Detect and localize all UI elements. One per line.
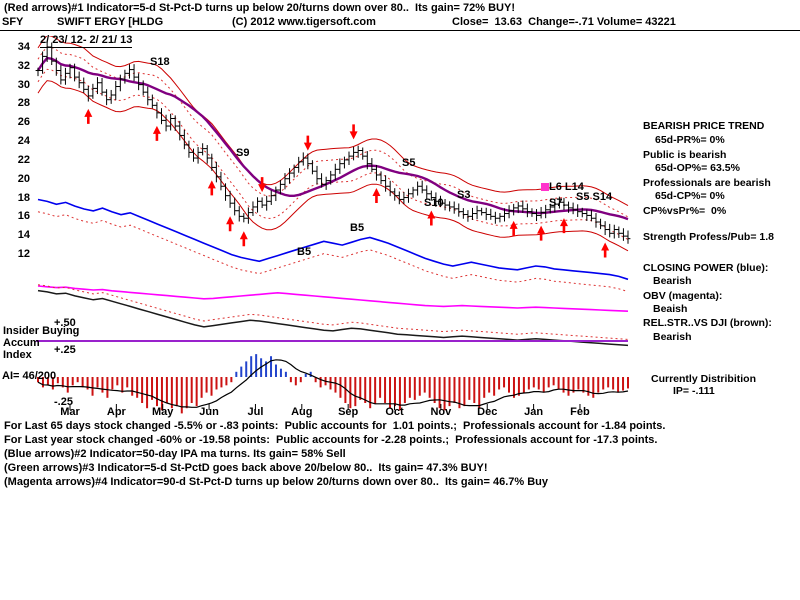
footer-line: (Blue arrows)#2 Indicator=50-day IPA ma …	[4, 448, 346, 460]
red-down-arrow-icon	[258, 177, 267, 193]
rel-str-line	[37, 289, 629, 347]
copyright: (C) 2012 www.tigersoft.com	[232, 16, 376, 28]
upper-band-line	[37, 36, 629, 207]
red-up-arrow-icon	[207, 180, 216, 196]
right-panel-line: Bearish	[653, 275, 692, 287]
obv-line	[37, 285, 629, 312]
month-label: Oct	[385, 406, 404, 418]
right-panel-line: Public is bearish	[643, 149, 727, 161]
price-axis-label: 24	[17, 135, 30, 148]
right-panel-line: REL.STR..VS DJI (brown):	[643, 317, 772, 329]
footer-line: For Last year stock changed -60% or -19.…	[4, 434, 658, 446]
red-up-arrow-icon	[152, 125, 161, 141]
price-pane	[35, 36, 631, 347]
red-up-arrow-icon	[601, 242, 610, 258]
month-label: Jul	[247, 406, 264, 418]
lower-dotted-band	[37, 68, 629, 240]
month-label: Dec	[477, 406, 498, 418]
price-axis-label: 26	[17, 116, 30, 129]
right-panel-line: BEARISH PRICE TREND	[643, 120, 765, 132]
price-axis-label: 14	[17, 229, 30, 242]
red-up-arrow-icon	[427, 210, 436, 226]
chart-annotation: B5	[297, 246, 312, 258]
month-label: Feb	[570, 406, 590, 418]
quote-line: Close= 13.63 Change=-.71 Volume= 43221	[452, 16, 676, 28]
month-label: May	[152, 406, 174, 418]
price-axis-label: 20	[17, 172, 30, 185]
chart-annotation: S7.	[549, 197, 566, 209]
price-axis-label: 30	[17, 78, 30, 91]
chart-annotation: S18	[150, 56, 170, 68]
right-panel-line: IP= -.111	[673, 385, 715, 397]
closing-power-dotted	[37, 211, 629, 293]
footer-line: (Magenta arrows)#4 Indicator=90-d St-Pct…	[4, 476, 549, 488]
ticker-symbol: SFY	[2, 16, 24, 28]
closing-power-line	[37, 198, 629, 281]
right-panel-line: 65d-OP%= 63.5%	[655, 162, 740, 174]
red-up-arrow-icon	[509, 220, 518, 236]
month-label: Mar	[60, 406, 80, 418]
ai-value-label: AI= 46/200	[2, 370, 57, 382]
month-label: Jun	[199, 406, 219, 418]
price-axis-label: 16	[17, 210, 30, 223]
right-panel-line: Bearish	[653, 331, 692, 343]
right-panel-line: CP%vsPr%= 0%	[643, 205, 727, 217]
accum-scale-minus25: -.25	[54, 396, 73, 408]
magenta-signal-marker	[541, 183, 549, 191]
month-label: Nov	[430, 406, 452, 418]
price-axis-label: 22	[17, 153, 30, 166]
right-panel-line: Beaish	[653, 303, 688, 315]
price-axis-label: 32	[17, 59, 30, 72]
chart-annotation: S9	[236, 147, 250, 159]
month-label: Aug	[291, 406, 313, 418]
price-axis-label: 12	[17, 247, 30, 260]
right-panel-line: Professionals are bearish	[643, 177, 771, 189]
month-label: Sep	[338, 406, 359, 418]
chart-annotation: B5	[350, 222, 365, 234]
upper-dotted-band	[37, 46, 629, 218]
accum-index-line	[37, 359, 629, 408]
red-down-arrow-icon	[303, 135, 312, 151]
chart-annotation: S5	[402, 157, 416, 169]
price-axis-label: 34	[17, 41, 30, 53]
price-axis-label: 18	[17, 191, 30, 204]
accum-label: Accum	[3, 337, 40, 349]
chart-annotation: S5 S14	[576, 191, 613, 203]
red-up-arrow-icon	[239, 231, 248, 247]
right-panel-line: Strength Profess/Pub= 1.8	[643, 231, 774, 243]
insider-buying-label: Insider Buying	[3, 325, 80, 337]
red-up-arrow-icon	[559, 218, 568, 234]
right-panel-line: 65d-PR%= 0%	[655, 134, 725, 146]
date-range: 2/ 23/ 12- 2/ 21/ 13	[40, 34, 133, 48]
index-label: Index	[3, 349, 32, 361]
moving-average-line	[36, 56, 629, 221]
lower-band-line	[37, 80, 629, 252]
accum-scale-plus50: +.50	[54, 317, 76, 329]
indicator1-legend: (Red arrows)#1 Indicator=5-d St-Pct-D tu…	[4, 2, 515, 14]
right-panel-line: OBV (magenta):	[643, 290, 723, 302]
month-label: Apr	[106, 406, 126, 418]
header-divider	[0, 30, 800, 31]
rel-str-dotted	[37, 284, 629, 340]
right-panel-line: Currently Distribition	[651, 373, 757, 385]
chart-annotation: S10	[424, 197, 444, 209]
company-name: SWIFT ERGY [HLDG	[57, 16, 164, 28]
red-down-arrow-icon	[349, 124, 358, 140]
month-label: Jan	[524, 406, 544, 418]
right-panel-line: CLOSING POWER (blue):	[643, 262, 769, 274]
red-up-arrow-icon	[372, 187, 381, 203]
red-up-arrow-icon	[226, 216, 235, 232]
red-up-arrow-icon	[84, 108, 93, 124]
chart-annotation: L6 L14	[549, 181, 584, 193]
accum-scale-plus25: +.25	[54, 344, 76, 356]
footer-line: (Green arrows)#3 Indicator=5-d St-PctD g…	[4, 462, 488, 474]
right-panel-line: 65d-CP%= 0%	[655, 190, 725, 202]
footer-line: For Last 65 days stock changed -5.5% or …	[4, 420, 666, 432]
price-axis-label: 28	[17, 97, 30, 110]
chart-annotation: S3	[457, 189, 471, 201]
red-up-arrow-icon	[537, 225, 546, 241]
